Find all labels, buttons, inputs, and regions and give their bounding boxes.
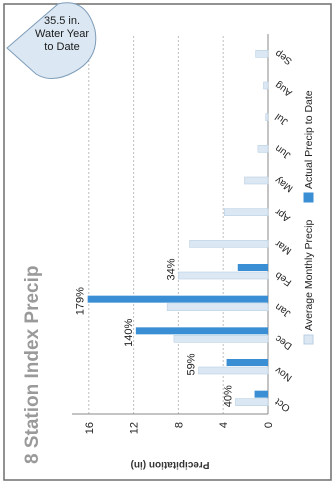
avg-bar-Jan [166, 303, 269, 311]
data-labels: 40% 59% 140% 179% 34% [75, 258, 235, 407]
legend: Average Monthly Precip Actual Precip to D… [303, 90, 315, 345]
legend-swatch-1 [303, 192, 314, 203]
chart-title: 8 Station Index Precip [22, 266, 43, 465]
y-axis-label: Precipitation (in) [131, 459, 210, 470]
avg-bar-Aug [263, 81, 269, 90]
data-label-Nov: 59% [186, 353, 198, 375]
avg-bar-Oct [235, 398, 269, 406]
callout-bubble [6, 2, 97, 79]
actual-bar-Nov [226, 359, 268, 366]
bar-series [87, 50, 269, 406]
y-tick-label: 0 [263, 422, 275, 428]
avg-bar-Dec [173, 335, 269, 343]
rotated-chart-group: 8 Station Index Precip Precipitation (in… [22, 34, 315, 470]
chart-frame [3, 3, 332, 481]
actual-bar-Feb [237, 264, 268, 271]
avg-bar-Nov [198, 366, 269, 375]
avg-bar-May [244, 176, 269, 185]
avg-bar-Apr [224, 208, 269, 216]
y-tick-label: 12 [129, 422, 141, 434]
callout-line-1: 35.5 in. [44, 15, 80, 27]
legend-swatch-0 [303, 334, 314, 345]
data-label-Jan: 179% [75, 287, 87, 315]
y-axis: 0 4 8 12 16 [72, 34, 275, 434]
avg-bar-Jul [265, 113, 269, 121]
actual-bar-Jan [87, 295, 269, 303]
actual-bar-Oct [254, 390, 268, 398]
avg-bar-Mar [189, 240, 269, 248]
actual-bar-Dec [135, 327, 268, 335]
callout-line-2: Water Year [35, 28, 89, 40]
data-label-Dec: 140% [123, 319, 135, 347]
legend-label-1: Actual Precip to Date [303, 90, 315, 189]
callout-line-3: to Date [44, 41, 79, 53]
y-tick-label: 8 [173, 422, 185, 428]
data-label-Feb: 34% [165, 258, 177, 280]
y-tick-label: 4 [218, 422, 230, 428]
avg-bar-Feb [178, 271, 269, 280]
legend-label-0: Average Monthly Precip [303, 220, 315, 331]
avg-bar-Jun [257, 145, 269, 153]
water-year-callout: 35.5 in. Water Year to Date [6, 2, 97, 79]
avg-bar-Sep [255, 50, 269, 58]
y-tick-label: 16 [84, 422, 96, 434]
data-label-Oct: 40% [223, 385, 235, 407]
